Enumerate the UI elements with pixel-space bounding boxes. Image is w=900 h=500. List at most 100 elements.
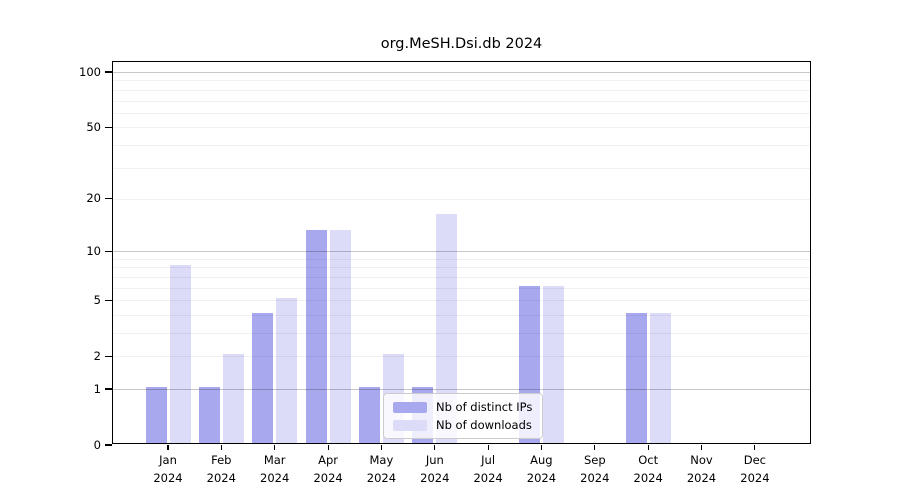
x-tick-label-dec: Dec 2024 (723, 452, 787, 488)
y-tick-label: 5 (93, 292, 101, 307)
y-tick-label: 10 (86, 243, 101, 258)
x-tick-month: Nov (690, 453, 713, 467)
x-tick-year: 2024 (420, 470, 450, 485)
x-tick-mark (487, 445, 489, 450)
x-tick-mark (274, 445, 276, 450)
x-tick-month: Dec (743, 453, 767, 467)
x-tick-month: Sep (583, 453, 606, 467)
gridline-major (113, 389, 810, 390)
gridline-minor (113, 333, 810, 334)
y-tick-label: 100 (79, 64, 101, 79)
x-tick-mark (594, 445, 596, 450)
x-tick-mark (327, 445, 329, 450)
gridline-minor (113, 198, 810, 200)
legend-swatch-distinct-ips (393, 401, 427, 413)
legend-item-downloads: Nb of downloads (393, 418, 532, 432)
y-tick-label: 1 (93, 381, 101, 396)
bar-distinct-ips-jan (145, 387, 167, 443)
gridline-minor (113, 112, 810, 114)
x-tick-label-oct: Oct 2024 (616, 452, 680, 488)
gridlines-layer (113, 62, 810, 443)
gridline-minor (113, 267, 810, 269)
x-tick-month: Mar (263, 453, 286, 467)
x-tick-month: Jul (481, 453, 496, 467)
x-tick-label-jun: Jun 2024 (403, 452, 467, 488)
plot-area: Nb of distinct IPs Nb of downloads 0 1 2 5 1… (79, 61, 811, 485)
x-tick-year: 2024 (473, 470, 503, 485)
bar-downloads-feb (222, 354, 244, 443)
y-tick-mark (105, 198, 112, 200)
y-tick-mark (105, 250, 112, 252)
bar-downloads-jun (436, 214, 458, 443)
gridline-minor (113, 276, 810, 278)
y-tick-label: 50 (86, 119, 101, 134)
x-tick-month: Oct (638, 453, 659, 467)
y-tick-mark (105, 444, 112, 446)
gridline-minor (113, 258, 810, 260)
x-tick-year: 2024 (260, 470, 290, 485)
chart-title: org.MeSH.Dsi.db 2024 (380, 36, 543, 52)
y-tick-mark (105, 388, 112, 390)
x-tick-year: 2024 (686, 470, 717, 485)
y-tick-mark (105, 71, 112, 73)
x-tick-year: 2024 (206, 470, 236, 485)
x-tick-label-feb: Feb 2024 (189, 452, 253, 488)
gridline-minor (113, 80, 810, 82)
x-axis: Jan 2024 Feb 2024 Mar 2024 Apr 2024 May 2024 Jun 20… (113, 62, 810, 485)
x-tick-label-may: May 2024 (349, 452, 413, 488)
y-tick-label: 0 (93, 437, 101, 452)
gridline-minor (113, 144, 810, 146)
legend-swatch-downloads (393, 419, 427, 431)
x-tick-mark (434, 445, 436, 450)
legend: Nb of distinct IPs Nb of downloads (383, 393, 544, 439)
y-tick-label: 2 (93, 348, 101, 363)
x-tick-mark (754, 445, 756, 450)
x-tick-month: May (369, 453, 394, 467)
bar-distinct-ips-mar (252, 312, 274, 443)
y-tick-label: 20 (86, 191, 101, 206)
x-tick-label-nov: Nov 2024 (670, 452, 734, 488)
bar-downloads-aug (542, 285, 564, 443)
y-tick-mark (105, 299, 112, 301)
bars-layer (113, 62, 810, 443)
y-tick-mark (105, 126, 112, 128)
x-tick-label-jan: Jan 2024 (136, 452, 200, 488)
bar-distinct-ips-feb (198, 387, 220, 443)
gridline-minor (113, 89, 810, 91)
x-tick-label-jul: Jul 2024 (456, 452, 520, 488)
legend-label-downloads: Nb of downloads (436, 418, 532, 432)
gridline-minor (113, 356, 810, 358)
x-tick-label-apr: Apr 2024 (296, 452, 360, 488)
gridline-minor (113, 314, 810, 316)
x-tick-month: Aug (530, 453, 553, 467)
gridline-major (113, 72, 810, 73)
bar-distinct-ips-may (358, 387, 380, 443)
x-tick-year: 2024 (633, 470, 663, 485)
x-tick-label-aug: Aug 2024 (509, 452, 573, 488)
gridline-major (113, 251, 810, 253)
bar-distinct-ips-oct (625, 312, 647, 443)
legend-label-distinct-ips: Nb of distinct IPs (436, 400, 533, 414)
legend-item-distinct-ips: Nb of distinct IPs (393, 400, 532, 414)
x-tick-month: Jan (159, 453, 177, 467)
x-tick-label-sep: Sep 2024 (563, 452, 627, 488)
gridline-minor (113, 100, 810, 102)
x-tick-mark (647, 445, 649, 450)
bar-downloads-mar (276, 298, 298, 443)
x-tick-month: Apr (318, 453, 339, 467)
x-tick-mark (220, 445, 222, 450)
x-tick-mark (700, 445, 703, 450)
bar-downloads-jan (169, 265, 191, 443)
x-tick-month: Feb (211, 453, 232, 467)
x-tick-year: 2024 (526, 470, 557, 485)
x-tick-mark (380, 445, 382, 450)
bar-distinct-ips-apr (305, 229, 327, 443)
gridline-minor (113, 167, 810, 169)
x-tick-year: 2024 (580, 470, 610, 485)
x-tick-label-mar: Mar 2024 (243, 452, 307, 488)
x-tick-year: 2024 (366, 470, 397, 485)
x-tick-mark (167, 445, 169, 450)
x-tick-mark (540, 445, 542, 450)
x-tick-year: 2024 (313, 470, 343, 485)
